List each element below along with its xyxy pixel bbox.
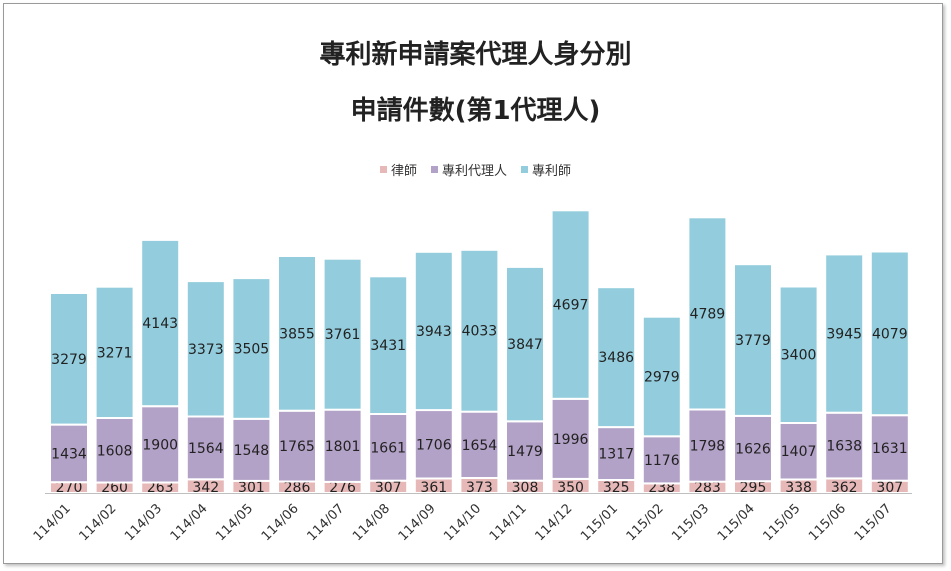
- x-tick-label-14: 115/03: [669, 501, 712, 544]
- value-label-attorney-2: 4143: [142, 316, 178, 332]
- x-tick-label-6: 114/07: [304, 501, 347, 544]
- value-label-attorney-10: 3847: [507, 337, 543, 353]
- value-label-agent-5: 1765: [279, 439, 315, 455]
- value-label-attorney-7: 3431: [370, 338, 406, 354]
- value-label-attorney-16: 3400: [781, 348, 817, 364]
- value-label-attorney-15: 3779: [735, 333, 771, 349]
- value-label-agent-18: 1631: [872, 441, 908, 457]
- value-label-attorney-4: 3505: [234, 341, 270, 357]
- value-label-attorney-14: 4789: [690, 306, 726, 322]
- value-label-agent-9: 1654: [462, 438, 498, 454]
- value-label-attorney-8: 3943: [416, 324, 452, 340]
- x-tick-label-4: 114/05: [213, 501, 256, 544]
- x-tick-label-9: 114/10: [441, 501, 484, 544]
- value-label-agent-1: 1608: [97, 443, 133, 459]
- value-label-agent-4: 1548: [234, 443, 270, 459]
- value-label-attorney-18: 4079: [872, 326, 908, 342]
- value-label-attorney-6: 3761: [325, 327, 361, 343]
- value-label-attorney-17: 3945: [826, 327, 862, 343]
- x-tick-label-3: 114/04: [168, 501, 211, 544]
- value-label-agent-6: 1801: [325, 439, 361, 455]
- value-label-attorney-11: 4697: [553, 298, 589, 314]
- x-tick-label-7: 114/08: [350, 501, 393, 544]
- value-label-agent-13: 1176: [644, 453, 680, 469]
- value-label-attorney-5: 3855: [279, 326, 315, 342]
- value-label-agent-17: 1638: [826, 439, 862, 455]
- x-tick-label-17: 115/06: [806, 501, 849, 544]
- value-label-agent-15: 1626: [735, 442, 771, 458]
- value-label-agent-7: 1661: [370, 440, 406, 456]
- x-tick-label-5: 114/06: [259, 501, 302, 544]
- x-tick-label-1: 114/02: [76, 501, 119, 544]
- x-tick-label-18: 115/07: [852, 501, 895, 544]
- value-label-attorney-9: 4033: [462, 324, 498, 340]
- value-label-attorney-0: 3279: [51, 352, 87, 368]
- x-tick-label-16: 115/05: [760, 501, 803, 544]
- value-label-attorney-3: 3373: [188, 342, 224, 358]
- value-label-agent-3: 1564: [188, 441, 224, 457]
- x-tick-label-10: 114/11: [487, 501, 530, 544]
- value-label-agent-0: 1434: [51, 446, 87, 462]
- value-label-agent-2: 1900: [142, 437, 178, 453]
- value-label-agent-12: 1317: [598, 447, 634, 463]
- value-label-attorney-1: 3271: [97, 345, 133, 361]
- value-label-agent-11: 1996: [553, 432, 589, 448]
- value-label-agent-16: 1407: [781, 444, 817, 460]
- x-tick-label-0: 114/01: [31, 501, 74, 544]
- value-label-attorney-13: 2979: [644, 370, 680, 386]
- value-label-agent-10: 1479: [507, 444, 543, 460]
- x-tick-label-11: 114/12: [532, 501, 575, 544]
- value-label-attorney-12: 3486: [598, 350, 634, 366]
- x-tick-label-15: 115/04: [715, 501, 758, 544]
- x-tick-label-12: 115/01: [578, 501, 621, 544]
- x-tick-label-2: 114/03: [122, 501, 165, 544]
- x-tick-label-13: 115/02: [624, 501, 667, 544]
- value-label-agent-8: 1706: [416, 437, 452, 453]
- value-label-agent-14: 1798: [690, 439, 726, 455]
- x-tick-label-8: 114/09: [396, 501, 439, 544]
